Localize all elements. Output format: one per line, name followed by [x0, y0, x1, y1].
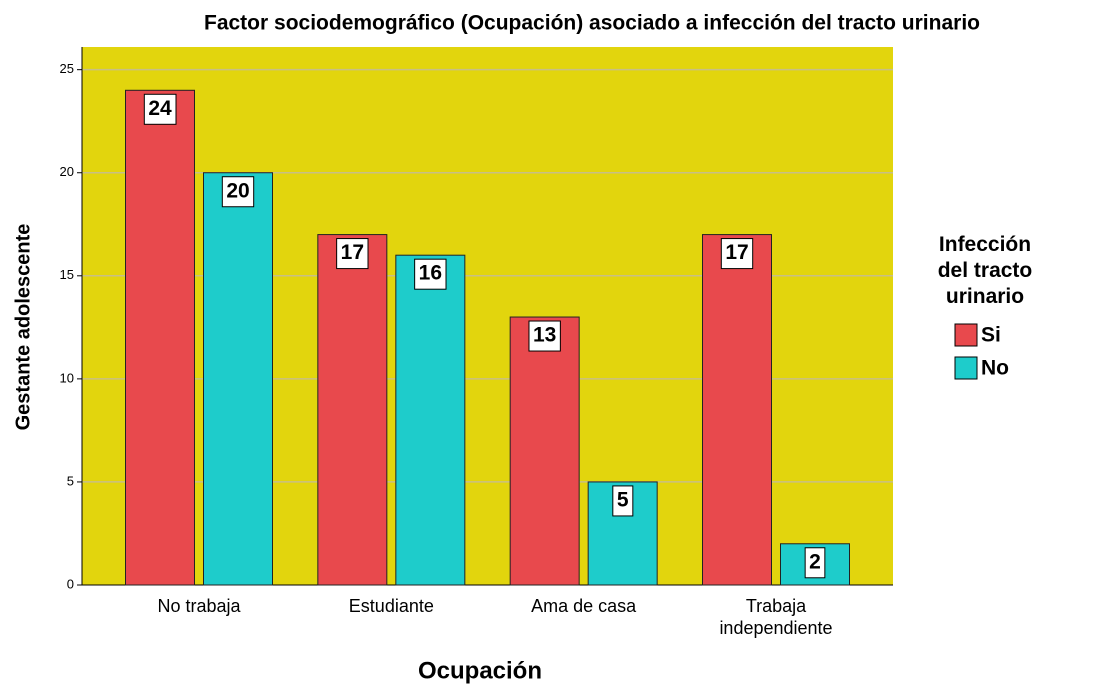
y-tick-label: 0 [67, 576, 74, 591]
bar [317, 234, 388, 586]
x-tick-label: Ama de casa [531, 596, 637, 616]
data-label-group: 16 [414, 258, 447, 290]
legend-title: Infección del tracto urinario [938, 233, 1033, 308]
data-label-group: 17 [720, 238, 754, 270]
data-label-group: 20 [221, 176, 255, 208]
data-label: 16 [419, 262, 442, 285]
data-label-box [143, 93, 177, 125]
data-label-group: 24 [143, 93, 177, 125]
data-label-box [804, 547, 826, 579]
data-label: 13 [533, 324, 556, 347]
x-axis-label: Ocupación [418, 657, 542, 684]
data-label-box [720, 238, 754, 270]
data-label-group: 17 [336, 238, 369, 270]
data-label: 24 [148, 97, 172, 120]
data-label: 2 [809, 550, 821, 573]
bar [203, 172, 273, 586]
y-tick-label: 5 [67, 473, 74, 488]
y-tick-label: 25 [60, 61, 74, 76]
data-label-box [221, 176, 255, 208]
legend-label: Si [981, 324, 1001, 347]
x-tick-label: Trabaja independiente [719, 596, 832, 638]
data-label-box [414, 258, 447, 290]
legend-label: No [981, 357, 1009, 380]
data-label-box [612, 485, 634, 517]
x-tick-label: No trabaja [157, 596, 241, 616]
data-label: 17 [725, 241, 748, 264]
data-label-group: 2 [804, 547, 826, 579]
legend-swatch [954, 323, 978, 347]
bar [395, 254, 466, 586]
bar [125, 89, 195, 586]
data-label: 20 [226, 179, 249, 202]
data-label: 5 [617, 488, 629, 511]
bar [509, 316, 580, 586]
data-label-group: 5 [612, 485, 634, 517]
data-label-box [336, 238, 369, 270]
data-label: 17 [341, 241, 364, 264]
chart-title: Factor sociodemográfico (Ocupación) asoc… [204, 12, 980, 35]
x-tick-label: Estudiante [349, 596, 434, 616]
y-axis-label: Gestante adolescente [12, 224, 34, 431]
bar [702, 234, 772, 586]
y-tick-label: 20 [60, 164, 74, 179]
data-label-box [528, 320, 561, 352]
data-label-group: 13 [528, 320, 561, 352]
y-tick-label: 15 [60, 267, 74, 282]
y-tick-label: 10 [60, 370, 74, 385]
legend-swatch [954, 356, 978, 380]
